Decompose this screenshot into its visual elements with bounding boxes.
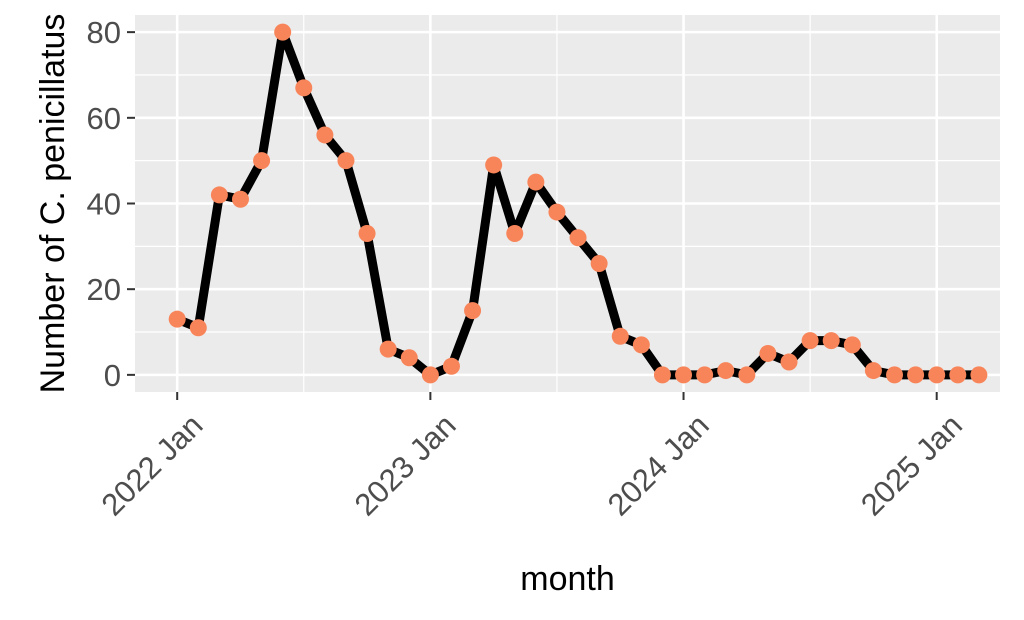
data-point xyxy=(485,156,503,174)
y-axis-title: Number of C. penicillatus xyxy=(34,14,72,394)
data-point xyxy=(886,366,904,384)
x-tick-labels: 2022 Jan 2023 Jan 2024 Jan 2025 Jan xyxy=(95,408,969,523)
data-point xyxy=(168,310,186,328)
data-point xyxy=(527,173,545,191)
data-point xyxy=(590,254,608,272)
x-tick-label: 2022 Jan xyxy=(95,408,210,523)
data-point xyxy=(189,319,207,337)
data-point xyxy=(632,336,650,354)
grid-lines xyxy=(135,15,1000,392)
data-point xyxy=(400,349,418,367)
series-points xyxy=(168,23,988,384)
y-tick-labels: 0 20 40 60 80 xyxy=(87,15,121,393)
data-point xyxy=(274,23,292,41)
data-point xyxy=(864,362,882,380)
data-point xyxy=(759,344,777,362)
x-tick-label: 2024 Jan xyxy=(601,408,716,523)
data-point xyxy=(358,224,376,242)
data-point xyxy=(379,340,397,358)
data-point xyxy=(801,332,819,350)
data-point xyxy=(907,366,925,384)
data-point xyxy=(970,366,988,384)
data-point xyxy=(675,366,693,384)
axis-ticks xyxy=(127,31,938,400)
x-tick-label: 2023 Jan xyxy=(348,408,463,523)
y-tick-label: 0 xyxy=(104,358,121,393)
x-tick-label: 2025 Jan xyxy=(854,408,969,523)
data-point xyxy=(506,224,524,242)
data-point xyxy=(949,366,967,384)
y-tick-label: 60 xyxy=(87,101,121,136)
data-point xyxy=(337,152,355,170)
data-point xyxy=(442,357,460,375)
data-point xyxy=(569,229,587,247)
data-point xyxy=(464,302,482,320)
y-tick-label: 20 xyxy=(87,272,121,307)
data-point xyxy=(295,79,313,97)
data-point xyxy=(231,190,249,208)
y-tick-label: 40 xyxy=(87,187,121,222)
data-point xyxy=(548,203,566,221)
data-point xyxy=(253,152,271,170)
data-point xyxy=(738,366,756,384)
data-point xyxy=(780,353,798,371)
data-point xyxy=(421,366,439,384)
data-point xyxy=(611,327,629,345)
data-point xyxy=(316,126,334,144)
data-point xyxy=(653,366,671,384)
data-point xyxy=(210,186,228,204)
data-point xyxy=(696,366,714,384)
data-point xyxy=(928,366,946,384)
y-tick-label: 80 xyxy=(87,15,121,50)
data-point xyxy=(822,332,840,350)
data-point xyxy=(843,336,861,354)
data-point xyxy=(717,362,735,380)
x-axis-title: month xyxy=(520,560,615,598)
